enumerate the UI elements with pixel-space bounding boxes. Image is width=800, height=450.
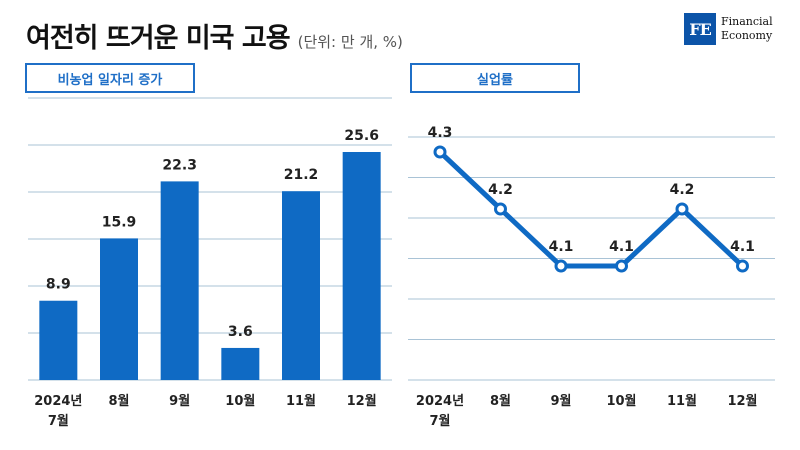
x-tick-label: 9월 [550,393,571,409]
x-tick-label: 8월 [490,393,511,409]
logo-line-2: Economy [721,29,773,42]
bar [39,300,78,380]
data-point [554,259,568,273]
bar [100,238,138,380]
bar-value-label: 15.9 [102,214,137,230]
logo-text: Financial Economy [721,15,773,43]
nonfarm-payroll-bar-chart: 8.9 2024년 7월 15.9 8월 22.3 9월 3.6 10월 21.2 11월 25.6 1… [28,97,392,429]
x-tick-label: 2024년 [34,394,82,409]
x-tick-label: 12월 [347,393,377,409]
data-point [736,259,749,273]
bar-chart-title: 비농업 일자리 증가 [25,63,195,93]
x-tick-label: 10월 [225,393,255,409]
line-chart-title: 실업률 [410,63,580,93]
x-tick-label: 11월 [667,393,697,409]
bar [342,152,381,380]
data-point [433,145,447,159]
bar-value-label: 8.9 [46,277,71,293]
x-tick-label: 8월 [108,393,129,409]
bar [282,191,320,380]
x-tick-label: 11월 [286,393,316,409]
unit-note: (단위: 만 개, %) [297,33,403,51]
bar [221,347,260,380]
unemployment-line-chart: 4.3 2024년 7월 4.2 8월 4.1 9월 4.1 10월 4.2 11월 4.1 12월 [408,125,775,429]
point-value-label: 4.2 [488,182,513,198]
x-tick-label: 12월 [727,393,757,409]
logo-line-1: Financial [721,15,773,28]
x-tick-label: 9월 [169,393,190,409]
bar [160,181,199,380]
x-tick-label: 10월 [606,393,636,409]
bar-value-label: 3.6 [228,324,253,340]
data-point [615,259,628,273]
x-tick-label: 7월 [429,413,450,429]
chart-title-block: 여전히 뜨거운 미국 고용 (단위: 만 개, %) [26,16,403,55]
data-point [494,202,507,216]
series-line [438,150,745,269]
data-point [675,202,689,216]
point-value-label: 4.1 [730,239,755,255]
point-value-label: 4.1 [609,239,634,255]
publisher-logo: FE Financial Economy [684,13,773,45]
point-value-label: 4.2 [670,182,695,198]
logo-mark-icon: FE [684,13,716,45]
bar-value-label: 25.6 [344,128,379,144]
bar-value-label: 22.3 [162,157,197,173]
page-title: 여전히 뜨거운 미국 고용 [26,23,291,54]
point-value-label: 4.1 [549,239,574,255]
x-tick-label: 7월 [48,413,69,429]
x-tick-label: 2024년 [416,394,464,409]
point-value-label: 4.3 [428,125,453,141]
bar-value-label: 21.2 [284,167,319,183]
